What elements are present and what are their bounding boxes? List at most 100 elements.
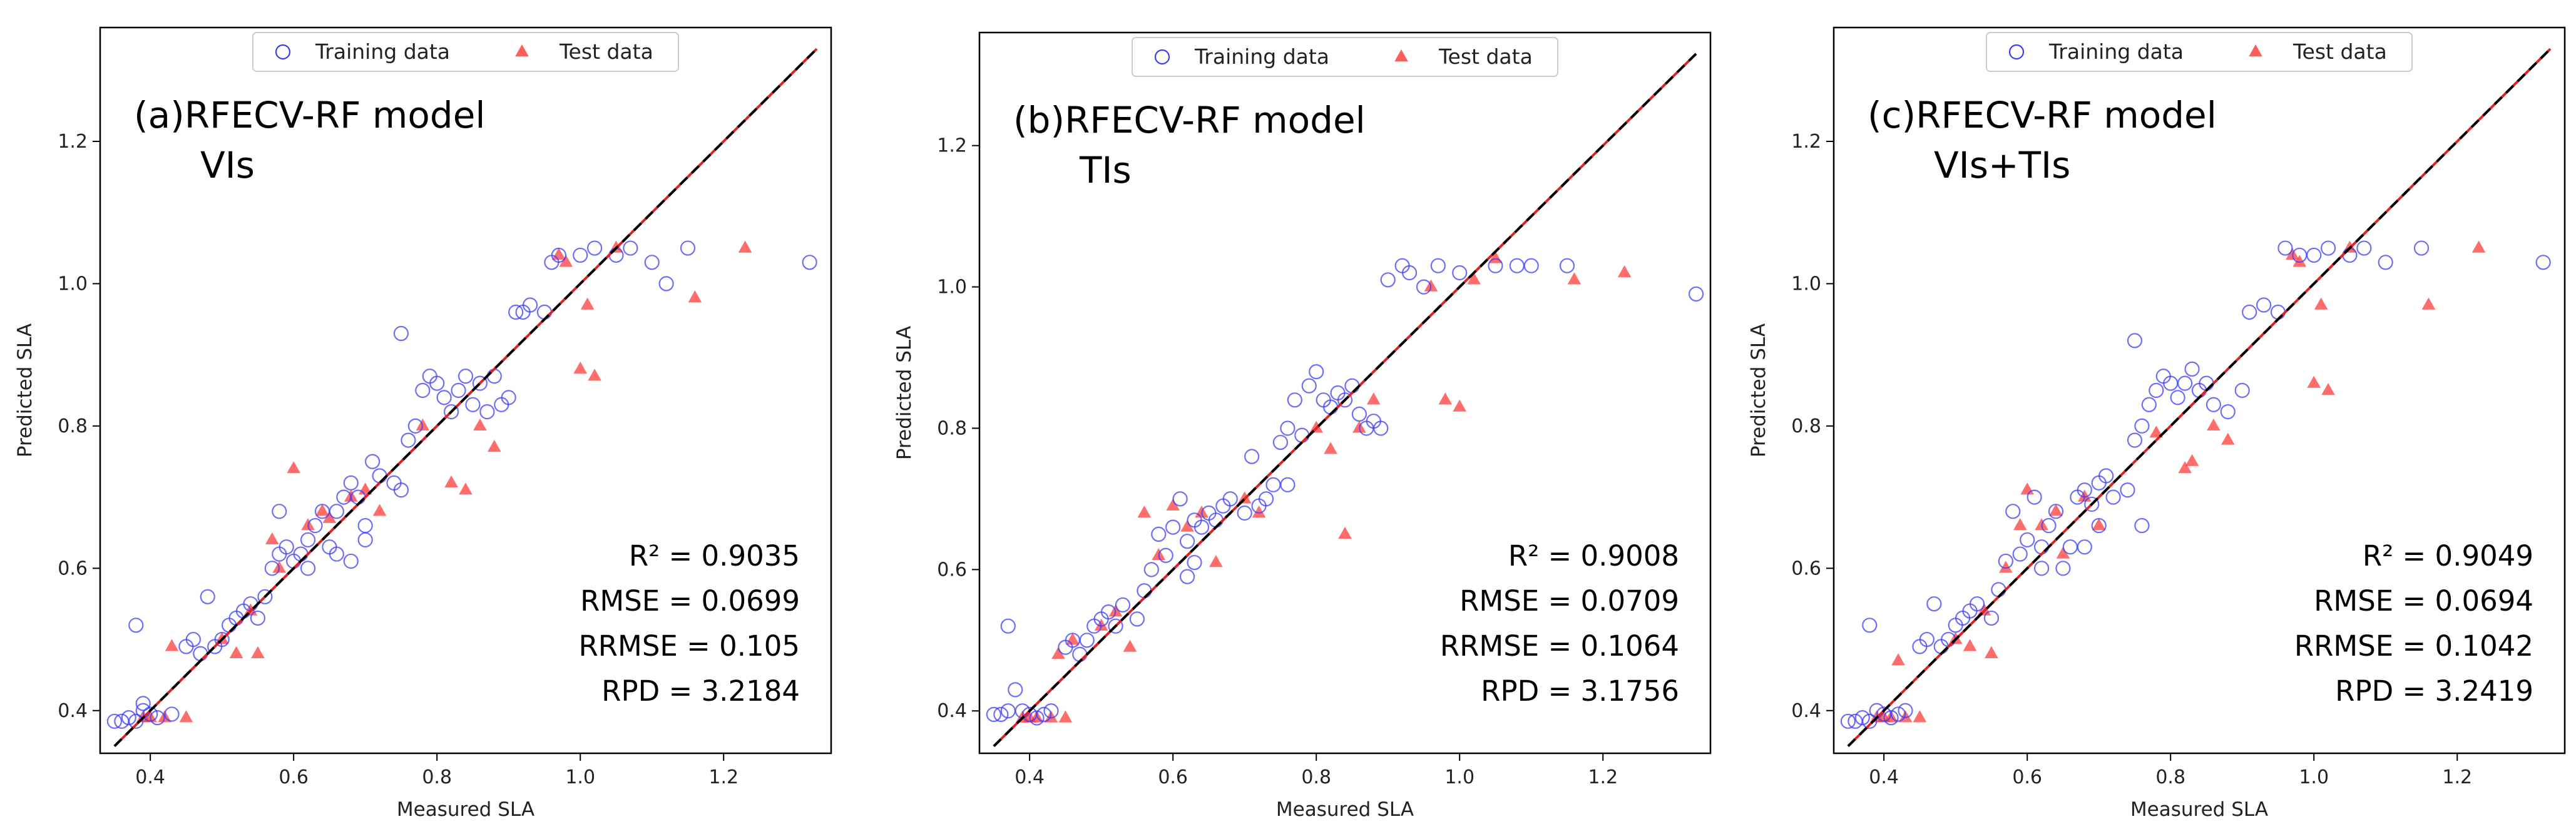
reference-line-dashed xyxy=(993,53,1697,748)
training-data-point xyxy=(1351,406,1367,422)
training-data-point xyxy=(2033,561,2050,576)
training-data-point xyxy=(1222,491,1238,507)
training-data-point xyxy=(365,454,381,469)
training-data-point xyxy=(214,631,230,648)
training-data-point xyxy=(2234,382,2250,399)
training-data-point xyxy=(300,561,316,576)
test-data-point xyxy=(1338,526,1352,539)
training-data-point xyxy=(479,404,495,420)
x-tick-label: 1.2 xyxy=(1588,766,1618,788)
reference-line-dashed xyxy=(113,48,818,748)
y-axis-label: Predicted SLA xyxy=(14,323,36,457)
test-data-point xyxy=(165,639,179,651)
training-data-point xyxy=(401,432,416,448)
chart-subtitle: VIs xyxy=(200,144,255,186)
training-data-point xyxy=(1898,703,1913,718)
training-data-point xyxy=(307,517,323,534)
training-data-point xyxy=(457,369,474,384)
training-data-point xyxy=(1000,618,1016,634)
training-data-point xyxy=(2356,240,2372,256)
y-tick-label: 1.2 xyxy=(937,135,967,157)
chart-subtitle: TIs xyxy=(1079,149,1132,191)
training-data-point xyxy=(658,276,674,292)
training-data-point xyxy=(2048,504,2064,519)
test-data-point xyxy=(1058,710,1073,723)
training-data-point xyxy=(2413,240,2430,256)
training-data-point xyxy=(465,397,481,412)
test-data-point xyxy=(580,297,595,310)
metric-text: R² = 0.9008 xyxy=(1508,539,1679,572)
training-data-point xyxy=(1430,258,1446,273)
training-data-point xyxy=(1416,279,1432,295)
panel-a: 0.4 0.6 0.8 1.0 1.2 0.4 0.6 0.8 1.0 1.2 Measured S… xyxy=(14,26,832,821)
test-data-point xyxy=(444,475,458,488)
training-data-point xyxy=(501,390,516,405)
training-data-point xyxy=(1926,596,1942,612)
test-data-point xyxy=(688,290,702,303)
training-data-point xyxy=(2170,390,2185,405)
metric-text: RPD = 3.2184 xyxy=(601,674,800,708)
test-data-point xyxy=(1567,272,1582,285)
training-data-point xyxy=(393,325,409,342)
chart-title: (c)RFECV-RF model xyxy=(1868,94,2217,136)
training-data-point xyxy=(2321,240,2336,256)
training-data-point xyxy=(1452,265,1468,281)
training-data-point xyxy=(1883,710,1899,726)
training-data-point xyxy=(1036,706,1052,722)
training-data-point xyxy=(2091,517,2107,534)
test-data-point xyxy=(1453,399,1467,412)
training-data-point xyxy=(2055,561,2071,576)
test-data-point xyxy=(287,461,300,474)
training-data-point xyxy=(1280,420,1296,436)
training-data-point xyxy=(644,255,660,270)
test-data-point xyxy=(738,240,752,253)
training-data-point xyxy=(1008,682,1023,698)
training-data-point xyxy=(2077,482,2092,498)
test-data-point xyxy=(1324,442,1337,454)
test-data-point xyxy=(1963,639,1977,651)
test-data-point xyxy=(179,710,193,723)
training-data-point xyxy=(1143,562,1159,577)
training-data-point xyxy=(508,304,524,320)
x-tick-label: 0.6 xyxy=(279,766,309,788)
training-data-point xyxy=(1401,265,1418,281)
training-data-point xyxy=(143,706,158,722)
test-data-point xyxy=(2221,432,2235,445)
test-data-point xyxy=(1467,272,1481,285)
training-data-point xyxy=(343,553,359,569)
training-data-point xyxy=(164,706,180,722)
legend-test-label: Test data xyxy=(559,39,653,64)
metric-text: RMSE = 0.0699 xyxy=(580,584,800,618)
training-data-point xyxy=(680,240,696,256)
legend-test-marker xyxy=(2249,44,2262,57)
x-tick-label: 0.4 xyxy=(1869,766,1899,788)
test-data-point xyxy=(2421,297,2436,310)
test-data-point xyxy=(2149,425,2164,438)
training-data-point xyxy=(2220,404,2236,420)
training-data-point xyxy=(451,382,466,399)
training-data-point xyxy=(1101,604,1117,620)
test-data-point xyxy=(1891,653,1905,666)
training-data-point xyxy=(2120,482,2135,498)
training-data-point xyxy=(2020,532,2035,547)
training-data-point xyxy=(2098,468,2114,484)
training-data-point xyxy=(1129,611,1145,627)
training-data-point xyxy=(329,546,344,562)
training-data-point xyxy=(429,375,445,391)
training-data-point xyxy=(1193,519,1210,535)
test-data-point xyxy=(2207,418,2221,431)
y-tick-label: 1.0 xyxy=(58,273,88,295)
y-tick-label: 0.6 xyxy=(937,559,967,581)
legend-test-label: Test data xyxy=(2292,39,2387,64)
legend-training-label: Training data xyxy=(1194,44,1329,69)
x-tick-label: 0.4 xyxy=(135,766,165,788)
training-data-point xyxy=(407,418,423,434)
training-data-point xyxy=(357,532,373,547)
x-tick-label: 1.2 xyxy=(2442,766,2472,788)
x-tick-label: 1.2 xyxy=(708,766,739,788)
training-data-point xyxy=(1108,618,1123,634)
training-data-point xyxy=(1043,703,1059,719)
y-axis-label: Predicted SLA xyxy=(893,326,916,460)
legend-training-label: Training data xyxy=(2048,39,2184,64)
